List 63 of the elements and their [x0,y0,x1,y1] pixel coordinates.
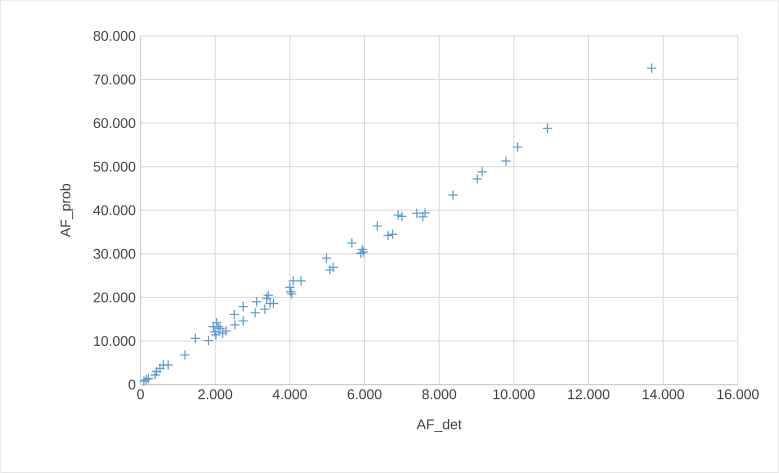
y-axis-title: AF_prob [60,184,74,238]
x-tick-label: 14.000 [642,389,684,400]
y-tick-label: 40.000 [93,205,136,216]
point [210,330,222,340]
point [286,288,298,300]
point [321,252,332,264]
point [154,363,166,374]
y-tick-label: 80.000 [94,30,136,41]
x-tick-label: 2.000 [198,389,232,400]
point [208,321,219,332]
point [251,296,262,308]
point [324,264,336,276]
y-tick-label: 10.000 [94,336,136,346]
point [230,320,240,330]
point [472,174,483,184]
point [542,123,553,134]
y-tick-label: 60.000 [94,118,136,128]
y-tick-label: 0 [128,380,136,390]
point [358,246,369,258]
point [190,333,201,344]
point [260,304,270,314]
point [357,244,368,255]
point [296,276,306,286]
point [420,208,430,218]
x-tick-label: 8.000 [422,389,456,400]
y-tick-label: 70.000 [94,74,136,84]
x-tick-label: 6.000 [348,389,382,400]
x-tick-label: 4.000 [272,389,307,400]
point [382,230,394,241]
point [372,220,382,232]
point [387,228,398,240]
y-tick-label: 20.000 [94,292,136,302]
point [476,166,488,178]
x-tick-label: 12.000 [568,389,610,400]
point [262,290,274,301]
point [396,211,408,222]
x-tick-label: 16.000 [718,389,759,400]
point [512,142,523,152]
y-tick-label: 50.000 [94,162,136,172]
point [328,262,338,273]
point [210,326,220,338]
point [250,307,260,318]
point [151,366,162,377]
x-tick-label: 0 [137,389,144,400]
point [203,335,214,346]
point [392,210,404,220]
point [180,350,190,360]
point [448,190,458,200]
point [500,156,512,166]
point [346,238,358,248]
point [238,301,248,312]
point [356,248,366,259]
point [284,282,296,293]
point [238,316,248,326]
point [288,276,298,286]
point [646,62,657,74]
point [143,373,154,384]
point [150,370,160,380]
x-tick-label: 10.000 [494,389,535,400]
point [158,360,169,370]
point [228,309,240,320]
y-tick-label: 30.000 [94,248,136,259]
x-axis-title: AF_det [416,419,462,432]
